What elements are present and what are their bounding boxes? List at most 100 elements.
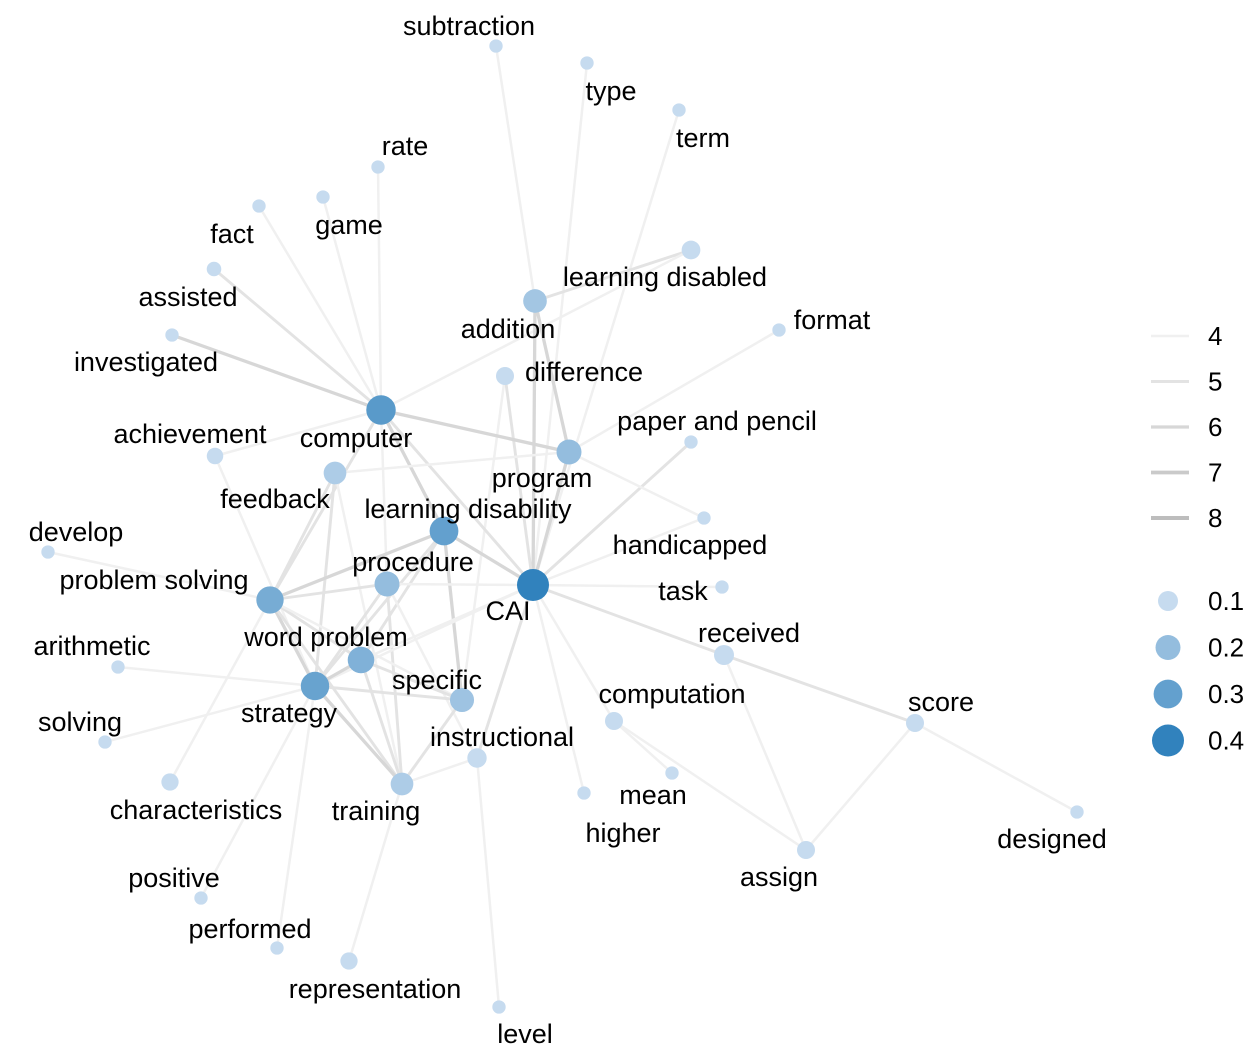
node-training (390, 772, 414, 796)
node-representation (340, 952, 358, 970)
node-label-positive: positive (128, 863, 220, 893)
node-label-arithmetic: arithmetic (33, 631, 150, 661)
edge-problem-solving-characteristics (168, 598, 272, 784)
node-label-paper-and-pencil: paper and pencil (617, 406, 817, 436)
legend-size-label-0.4: 0.4 (1208, 726, 1244, 756)
node-higher (577, 786, 591, 800)
node-label-strategy: strategy (241, 698, 338, 728)
node-term (672, 103, 686, 117)
edge-procedure-problem-solving (268, 582, 389, 602)
edge-develop-problem-solving (46, 550, 272, 602)
edge-procedure-instructional (385, 582, 479, 760)
edge-arithmetic-strategy (116, 665, 317, 688)
node-label-cai: CAI (485, 596, 530, 626)
edge-difference-cai (503, 374, 535, 587)
node-label-addition: addition (461, 314, 556, 344)
edge-computer-program (379, 408, 571, 454)
node-investigated (165, 328, 179, 342)
node-strategy (300, 671, 330, 701)
edge-type-cai (531, 61, 589, 587)
node-task (715, 580, 729, 594)
edge-procedure-strategy (313, 582, 389, 688)
edge-cai-received (531, 583, 726, 657)
legend-edge-label-7: 7 (1208, 458, 1222, 488)
edge-feedback-training (333, 471, 404, 786)
edge-cai-instructional (475, 583, 535, 760)
node-label-designed: designed (997, 824, 1107, 854)
node-learning-disabled (681, 240, 701, 260)
node-fact (252, 199, 266, 213)
node-label-instructional: instructional (430, 722, 574, 752)
edge-difference-specific (460, 374, 507, 702)
nodes-layer (41, 39, 1084, 1014)
edge-strategy-positive (199, 684, 317, 900)
edge-format-program (567, 328, 781, 454)
node-label-rate: rate (382, 131, 429, 161)
edge-instructional-training (400, 756, 479, 786)
edge-received-score (722, 653, 917, 725)
node-difference (495, 366, 515, 386)
node-designed (1070, 805, 1084, 819)
edge-feedback-problem-solving (268, 471, 337, 602)
node-label-difference: difference (525, 357, 643, 387)
legend-size-swatch-0.2 (1155, 635, 1181, 660)
node-achievement (206, 447, 224, 465)
edge-handicapped-cai (531, 516, 706, 587)
edge-problem-solving-training (268, 598, 404, 786)
edge-strategy-training (313, 684, 404, 786)
node-label-computation: computation (598, 679, 745, 709)
node-label-achievement: achievement (113, 419, 267, 449)
node-label-format: format (794, 305, 871, 335)
node-label-learning-disability: learning disability (364, 494, 572, 524)
edge-achievement-computer (213, 408, 383, 458)
edge-cai-higher (531, 583, 586, 795)
node-format (772, 323, 786, 337)
node-label-subtraction: subtraction (403, 11, 535, 41)
node-addition (523, 289, 547, 313)
node-mean (665, 766, 679, 780)
node-label-develop: develop (29, 517, 124, 547)
node-instructional (467, 748, 487, 768)
node-game (316, 190, 330, 204)
node-learning-disability (429, 516, 459, 546)
legend-edge-label-8: 8 (1208, 503, 1222, 533)
node-level (492, 1000, 506, 1014)
legend-size-label-0.2: 0.2 (1208, 633, 1244, 663)
edge-word-problem-training (359, 658, 404, 786)
node-label-mean: mean (619, 780, 687, 810)
node-label-word-problem: word problem (243, 622, 408, 652)
node-label-level: level (497, 1019, 553, 1049)
edge-computer-learning-disability (379, 408, 446, 533)
legend-size-swatch-0.4 (1152, 724, 1184, 757)
node-label-received: received (698, 618, 800, 648)
edge-procedure-training (385, 582, 404, 786)
node-cai (517, 569, 549, 601)
node-type (580, 56, 594, 70)
node-rate (371, 160, 385, 174)
edge-program-handicapped (567, 450, 706, 520)
edge-learning-disability-word-problem (359, 529, 446, 662)
node-score (905, 713, 925, 733)
node-label-procedure: procedure (352, 547, 474, 577)
legend-edge-label-5: 5 (1208, 367, 1222, 397)
edge-problem-solving-word-problem (268, 598, 363, 662)
node-label-handicapped: handicapped (613, 530, 768, 560)
edge-problem-solving-strategy (268, 598, 317, 688)
node-paper-and-pencil (684, 435, 698, 449)
node-label-investigated: investigated (74, 347, 218, 377)
edge-strategy-solving (103, 684, 317, 744)
edge-assisted-computer (212, 267, 383, 412)
legend-size-label-0.1: 0.1 (1208, 586, 1244, 616)
node-problem-solving (256, 586, 284, 614)
edge-learning-disability-problem-solving (268, 529, 446, 602)
edge-rate-computer (376, 165, 383, 412)
node-subtraction (489, 39, 503, 53)
edge-cai-computation (531, 583, 616, 723)
edge-strategy-performed (275, 684, 317, 950)
edge-learning-disability-cai (442, 529, 535, 587)
edge-game-computer (321, 195, 383, 412)
edge-specific-training (400, 698, 464, 786)
node-received (714, 645, 734, 665)
